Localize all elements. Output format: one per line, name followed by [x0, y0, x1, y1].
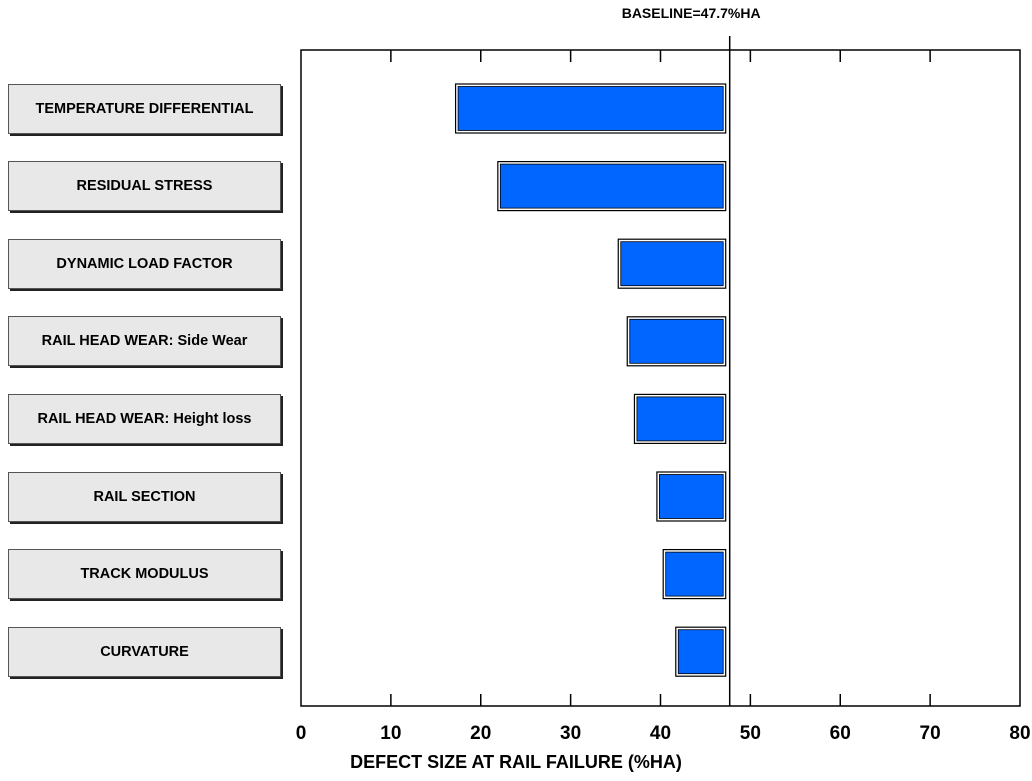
bar-fill: [620, 241, 724, 287]
x-tick-label: 10: [380, 723, 402, 744]
category-label: TRACK MODULUS: [8, 549, 281, 600]
bar-fill: [665, 551, 724, 597]
bar-fill: [677, 629, 724, 675]
category-label: RAIL SECTION: [8, 471, 281, 522]
x-tick-label: 20: [470, 723, 492, 744]
x-tick-label: 60: [829, 723, 851, 744]
category-label: DYNAMIC LOAD FACTOR: [8, 238, 281, 289]
category-label: RESIDUAL STRESS: [8, 161, 281, 212]
bar-fill: [636, 396, 724, 442]
baseline-label: BASELINE=47.7%HA: [621, 5, 761, 21]
category-label: RAIL HEAD WEAR: Side Wear: [8, 316, 281, 367]
x-tick-label: 80: [1009, 723, 1031, 744]
x-tick-label: 40: [649, 723, 672, 744]
x-axis-title: DEFECT SIZE AT RAIL FAILURE (%HA): [350, 752, 682, 772]
x-tick-label: 0: [295, 723, 307, 744]
x-tick-label: 30: [560, 723, 582, 744]
x-tick-label: 50: [739, 723, 761, 744]
bar-fill: [659, 474, 724, 519]
category-label: CURVATURE: [8, 626, 281, 677]
x-tick-label: 70: [919, 723, 941, 744]
plot-area: [300, 49, 1021, 707]
bar-fill: [629, 318, 724, 364]
category-label: TEMPERATURE DIFFERENTIAL: [8, 83, 281, 134]
category-label: RAIL HEAD WEAR: Height loss: [8, 393, 281, 444]
bar-fill: [499, 163, 724, 209]
bar-fill: [457, 86, 724, 131]
